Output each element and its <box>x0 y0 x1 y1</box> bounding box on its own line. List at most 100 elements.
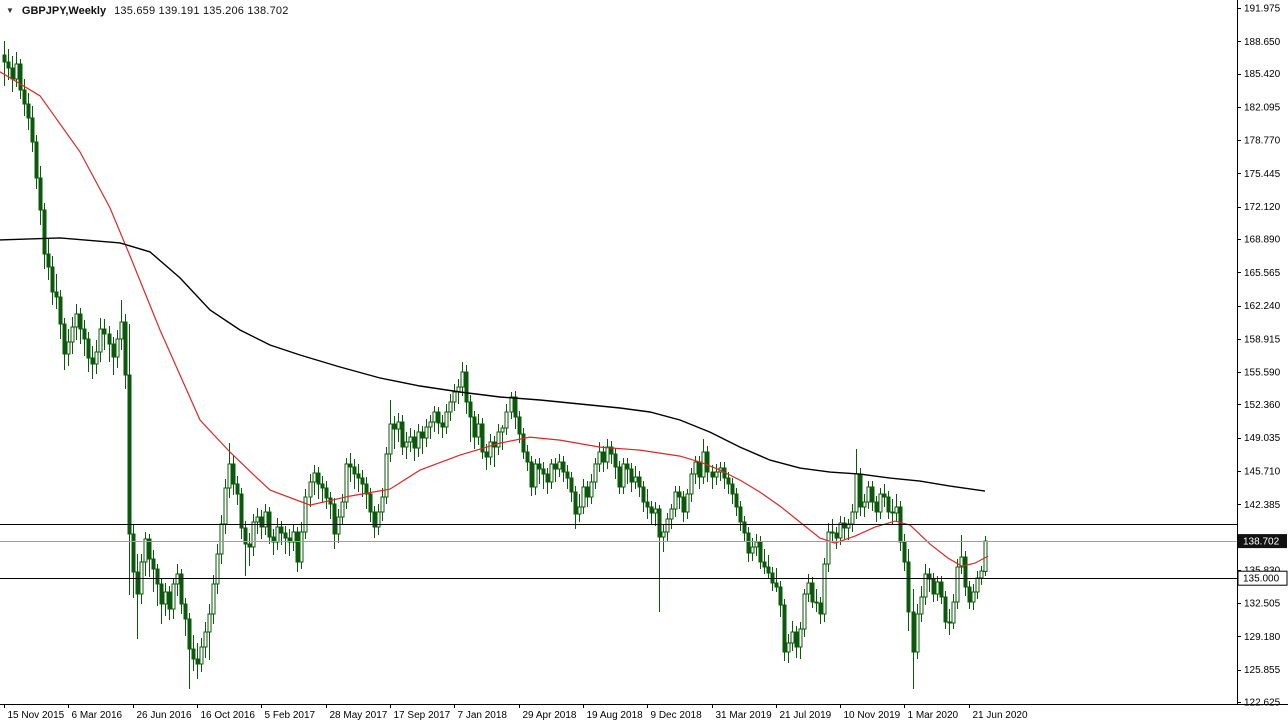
candle-bear <box>372 511 377 528</box>
candle-bear <box>86 338 91 359</box>
horizontal-level-lines[interactable] <box>0 524 1237 579</box>
candle-bear <box>601 451 606 463</box>
candle-bear <box>392 423 397 430</box>
candle-bear <box>239 493 244 529</box>
candle-bull <box>275 526 280 543</box>
candle-bull <box>673 491 678 510</box>
candle-bull <box>975 577 980 593</box>
candle-bear <box>513 396 518 418</box>
candle-bull <box>215 553 220 585</box>
date-axis-label: 19 Aug 2018 <box>587 710 644 721</box>
candle-bear <box>931 578 936 595</box>
candle-bull <box>66 341 71 355</box>
candle-bear <box>625 463 630 470</box>
candle-bear <box>10 67 15 80</box>
price-axis-label: 165.565 <box>1244 268 1281 279</box>
candle-bear <box>30 117 35 143</box>
candle-bear <box>295 531 300 563</box>
candle-bear <box>107 333 112 345</box>
candle-bear <box>159 583 164 605</box>
candle-bear <box>782 604 787 653</box>
candle-bear <box>710 471 715 478</box>
candle-bull <box>428 421 433 428</box>
candle-bear <box>179 573 184 605</box>
price-axis-label: 125.855 <box>1244 665 1281 676</box>
candle-bull <box>263 511 268 528</box>
candle-bear <box>111 343 116 358</box>
candle-bear <box>82 328 87 340</box>
candle-bear <box>541 468 546 475</box>
candle-bull <box>806 582 811 595</box>
candle-bear <box>464 371 469 403</box>
candle-bull <box>416 431 421 449</box>
date-axis-label: 26 Jun 2016 <box>137 710 192 721</box>
level-price-badge: 135.000 <box>1237 570 1288 586</box>
price-axis-label: 185.420 <box>1244 69 1281 80</box>
candle-bear <box>778 586 783 606</box>
candle-bull <box>312 472 317 483</box>
candle-bull <box>894 506 899 514</box>
candle-bull <box>802 593 807 630</box>
date-axis-label: 17 Sep 2017 <box>394 710 451 721</box>
candle-bear <box>287 537 292 543</box>
price-axis-label: 122.625 <box>1244 698 1281 709</box>
time-axis[interactable]: 15 Nov 2015 6 Mar 2016 26 Jun 2016 16 Oct 2… <box>4 704 1028 721</box>
price-axis-label: 162.240 <box>1244 301 1281 312</box>
candle-bull <box>119 321 124 340</box>
candle-bull <box>955 566 960 603</box>
candle-bear <box>440 422 445 428</box>
candle-bear <box>762 561 767 568</box>
candle-bear <box>613 453 618 468</box>
symbol-dropdown-icon[interactable]: ▼ <box>6 6 14 15</box>
price-axis[interactable]: 191.975 188.650 185.420 182.095 178.770 175.4… <box>1237 4 1281 709</box>
price-axis-label: 149.035 <box>1244 433 1281 444</box>
candle-bear <box>874 501 879 513</box>
candle-bear <box>123 321 128 376</box>
candle-bull <box>862 501 867 508</box>
candle-bull <box>951 601 956 624</box>
ma-slow-line <box>0 237 986 492</box>
candle-bear <box>734 493 739 508</box>
candle-bull <box>207 613 212 633</box>
candle-bull <box>211 583 216 615</box>
candle-bear <box>766 566 771 574</box>
candle-bull <box>488 441 493 458</box>
candle-bear <box>151 558 156 570</box>
candle-bear <box>348 463 353 468</box>
candle-bull <box>786 642 791 653</box>
candle-bull <box>754 541 759 548</box>
candle-bull <box>408 436 413 443</box>
candle-bear <box>697 461 702 478</box>
candle-bull <box>577 506 582 515</box>
candle-bear <box>746 532 751 554</box>
candle-bear <box>195 658 200 665</box>
ma-fast-line <box>0 71 989 567</box>
candle-bull <box>597 451 602 465</box>
candle-bull <box>432 411 437 423</box>
candle-bear <box>316 472 321 485</box>
candle-bull <box>203 631 208 648</box>
candle-bull <box>593 463 598 483</box>
candle-bear <box>18 63 23 91</box>
candle-bull <box>665 518 670 533</box>
candle-bear <box>38 177 43 211</box>
candle-bull <box>404 441 409 448</box>
candle-bull <box>388 423 393 455</box>
candle-bear <box>191 648 196 660</box>
candle-bull <box>444 411 449 428</box>
candle-bear <box>657 508 662 538</box>
candle-bull <box>790 631 795 644</box>
candle-bear <box>911 611 916 653</box>
candle-bear <box>794 631 799 648</box>
candle-bear <box>529 461 534 488</box>
candle-bull <box>175 573 180 585</box>
date-axis-label: 9 Dec 2018 <box>651 710 703 721</box>
price-axis-label: 155.590 <box>1244 368 1281 379</box>
candle-bear <box>324 487 329 499</box>
candle-bull <box>854 473 859 513</box>
candle-bear <box>58 296 63 325</box>
candle-bear <box>677 491 682 498</box>
candle-bear <box>50 266 55 293</box>
candle-bear <box>609 446 614 455</box>
